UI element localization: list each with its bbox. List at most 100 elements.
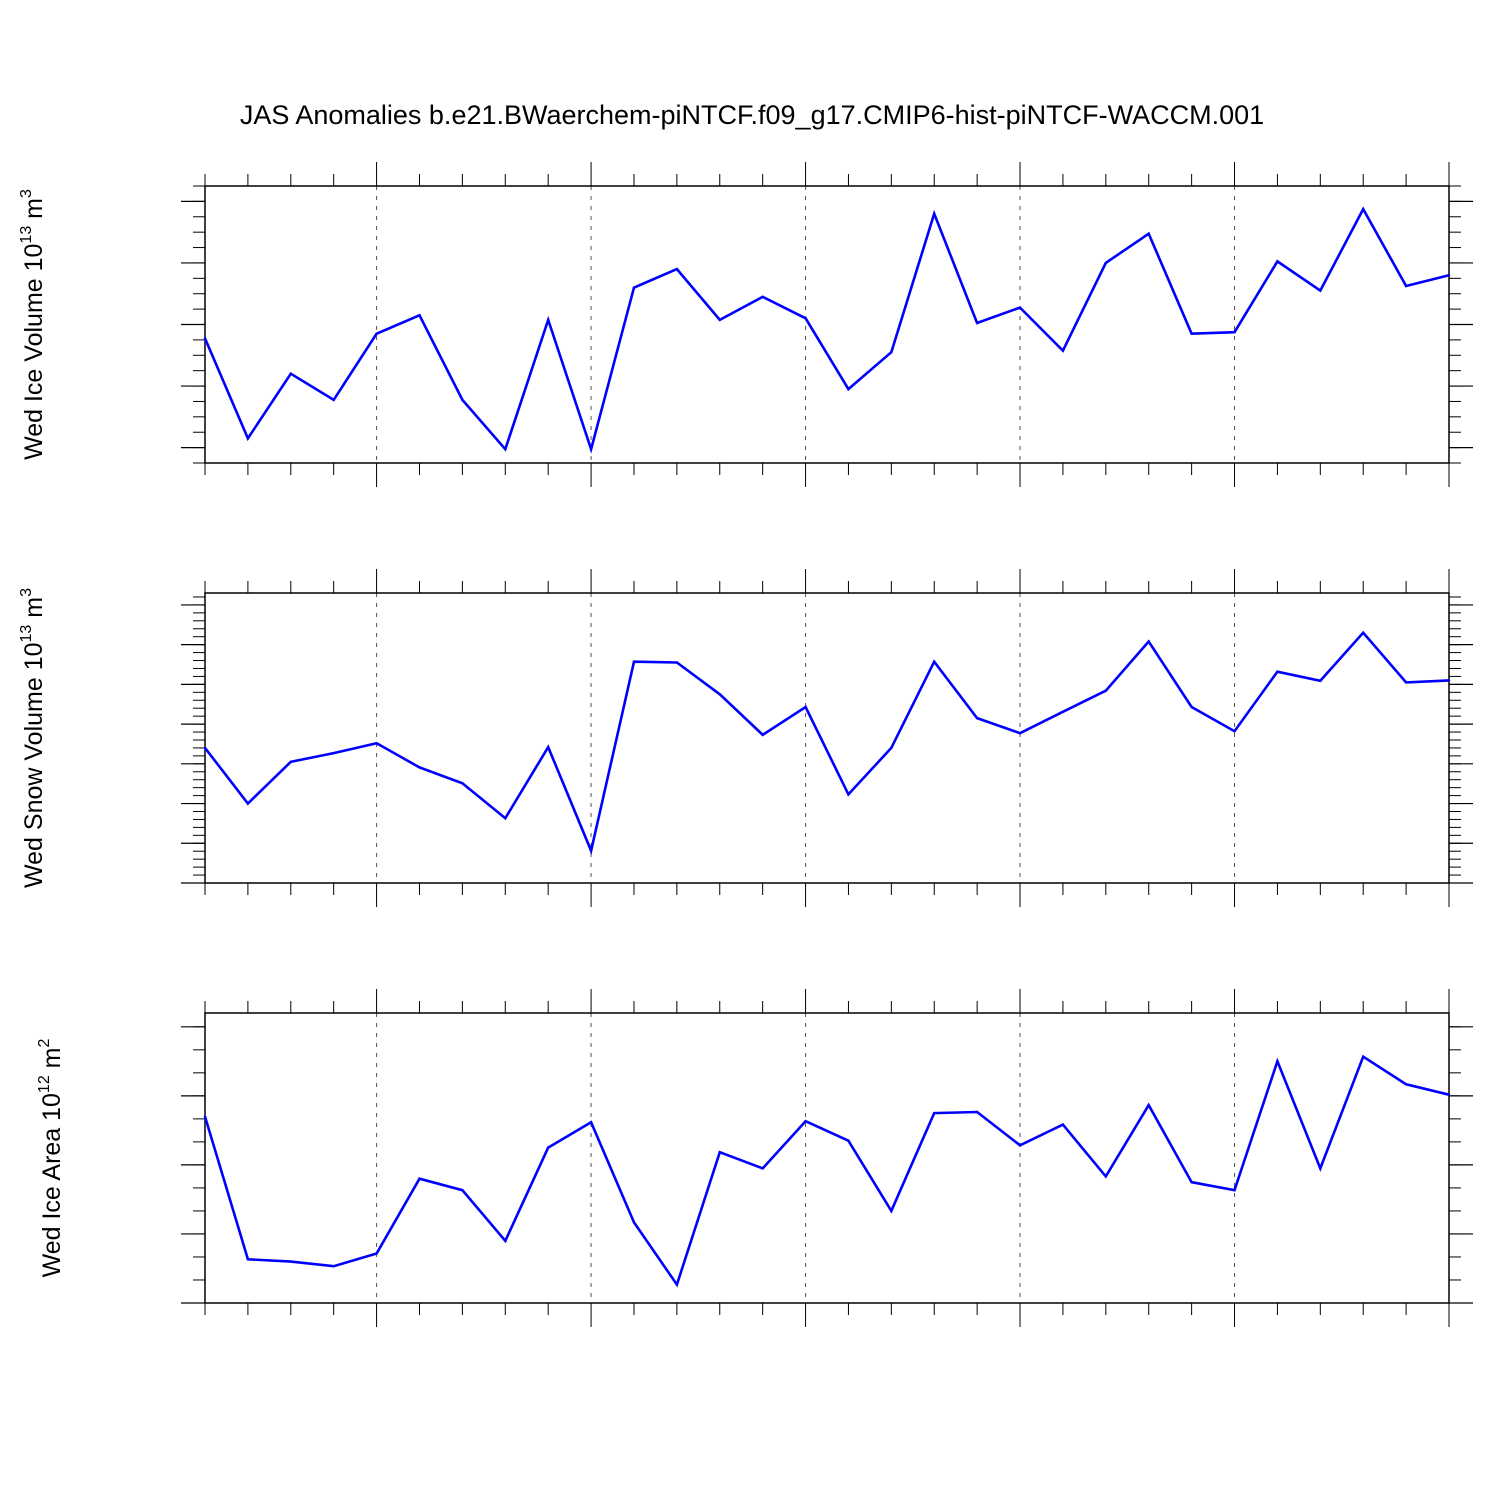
data-point bbox=[1104, 689, 1108, 692]
data-point bbox=[375, 1252, 378, 1255]
data-point bbox=[632, 1221, 636, 1224]
data-point bbox=[890, 351, 893, 354]
data-point bbox=[890, 746, 893, 750]
data-point bbox=[890, 1209, 893, 1213]
data-point bbox=[847, 387, 850, 391]
data-point bbox=[1190, 332, 1193, 335]
y-axis-label-text: Wed Ice Area 10 bbox=[38, 1093, 66, 1277]
plot-frame bbox=[204, 1012, 1450, 1304]
data-point bbox=[975, 716, 979, 720]
data-point bbox=[332, 1264, 335, 1268]
y-axis-label-unit-exponent: 2 bbox=[36, 1038, 53, 1047]
data-point bbox=[203, 337, 207, 340]
panel-2: Wed Snow Volume 1013 m3 bbox=[18, 569, 1473, 907]
data-point bbox=[1447, 274, 1451, 277]
panel-1: Wed Ice Volume 1013 m3 bbox=[18, 162, 1473, 487]
data-point bbox=[1147, 640, 1150, 643]
data-point bbox=[1276, 1060, 1279, 1063]
data-point bbox=[1319, 679, 1322, 682]
y-axis-label: Wed Snow Volume 1013 m3 bbox=[18, 588, 48, 888]
data-point bbox=[546, 318, 550, 322]
data-point bbox=[718, 1151, 721, 1154]
data-point bbox=[246, 437, 250, 440]
data-point bbox=[1447, 679, 1451, 682]
data-point bbox=[847, 793, 850, 796]
data-point bbox=[632, 660, 636, 663]
data-point bbox=[1404, 284, 1408, 288]
data-point bbox=[1276, 260, 1279, 263]
figure-title: JAS Anomalies b.e21.BWaerchem-piNTCF.f09… bbox=[240, 100, 1264, 130]
plot-frame bbox=[204, 185, 1450, 464]
data-point bbox=[1190, 705, 1193, 709]
series-line-1 bbox=[203, 206, 1450, 454]
data-point bbox=[1276, 670, 1279, 673]
data-point bbox=[418, 766, 421, 769]
data-point bbox=[589, 849, 593, 853]
y-axis-label-exponent: 13 bbox=[18, 226, 35, 244]
data-point bbox=[675, 661, 679, 664]
data-point bbox=[1233, 1189, 1236, 1192]
data-point bbox=[504, 447, 507, 451]
data-point bbox=[289, 760, 292, 764]
y-axis-label-unit: m bbox=[20, 198, 48, 226]
series-line-2 bbox=[203, 630, 1450, 856]
y-axis-label-unit: m bbox=[38, 1047, 66, 1075]
data-point bbox=[1362, 207, 1365, 211]
data-point bbox=[1104, 261, 1108, 265]
data-point bbox=[933, 660, 936, 663]
data-point bbox=[1362, 1055, 1365, 1058]
data-point bbox=[289, 1260, 292, 1263]
data-point bbox=[1018, 1144, 1022, 1147]
data-point bbox=[1104, 1175, 1108, 1178]
y-axis-label-exponent: 13 bbox=[18, 625, 35, 643]
data-point bbox=[418, 1177, 421, 1180]
data-point bbox=[332, 398, 335, 402]
data-point bbox=[675, 267, 679, 271]
data-point bbox=[246, 1258, 250, 1261]
data-point bbox=[761, 1167, 764, 1170]
data-point bbox=[847, 1139, 850, 1142]
data-point bbox=[461, 1189, 464, 1192]
data-point bbox=[203, 1115, 207, 1118]
data-point bbox=[675, 1283, 679, 1286]
data-point bbox=[332, 751, 335, 755]
data-point bbox=[1061, 710, 1065, 713]
data-point bbox=[203, 746, 207, 750]
data-point bbox=[1018, 732, 1022, 735]
data-point bbox=[1233, 730, 1236, 733]
data-point bbox=[504, 1239, 507, 1243]
y-axis-label: Wed Ice Area 1012 m2 bbox=[36, 1038, 66, 1277]
data-point bbox=[975, 321, 979, 325]
data-point bbox=[933, 212, 936, 215]
plot-frame bbox=[204, 592, 1450, 884]
data-point bbox=[1233, 330, 1236, 334]
y-axis-label-text: Wed Snow Volume 10 bbox=[20, 642, 48, 888]
data-point bbox=[975, 1110, 979, 1114]
panel-3: Wed Ice Area 1012 m2 bbox=[36, 989, 1473, 1327]
data-point bbox=[1147, 1103, 1150, 1107]
data-point bbox=[1190, 1180, 1193, 1184]
data-point bbox=[418, 314, 421, 317]
data-point bbox=[589, 447, 593, 451]
data-point bbox=[375, 741, 378, 745]
data-point bbox=[804, 1119, 807, 1123]
y-axis-label: Wed Ice Volume 1013 m3 bbox=[18, 189, 48, 460]
data-point bbox=[589, 1121, 593, 1124]
data-point bbox=[761, 733, 764, 737]
y-axis-label-unit: m bbox=[20, 597, 48, 625]
data-point bbox=[1061, 1123, 1065, 1126]
series-line-3 bbox=[203, 1054, 1450, 1288]
data-point bbox=[1018, 306, 1022, 309]
data-point bbox=[933, 1111, 936, 1115]
data-point bbox=[375, 332, 378, 335]
y-axis-label-unit-exponent: 3 bbox=[18, 189, 35, 198]
data-point bbox=[1319, 1167, 1322, 1170]
data-point bbox=[632, 286, 636, 289]
data-point bbox=[804, 317, 807, 320]
data-point bbox=[1319, 289, 1322, 292]
data-point bbox=[1447, 1093, 1451, 1096]
data-point bbox=[1404, 1083, 1408, 1086]
data-point bbox=[1061, 349, 1065, 352]
data-point bbox=[718, 693, 721, 696]
